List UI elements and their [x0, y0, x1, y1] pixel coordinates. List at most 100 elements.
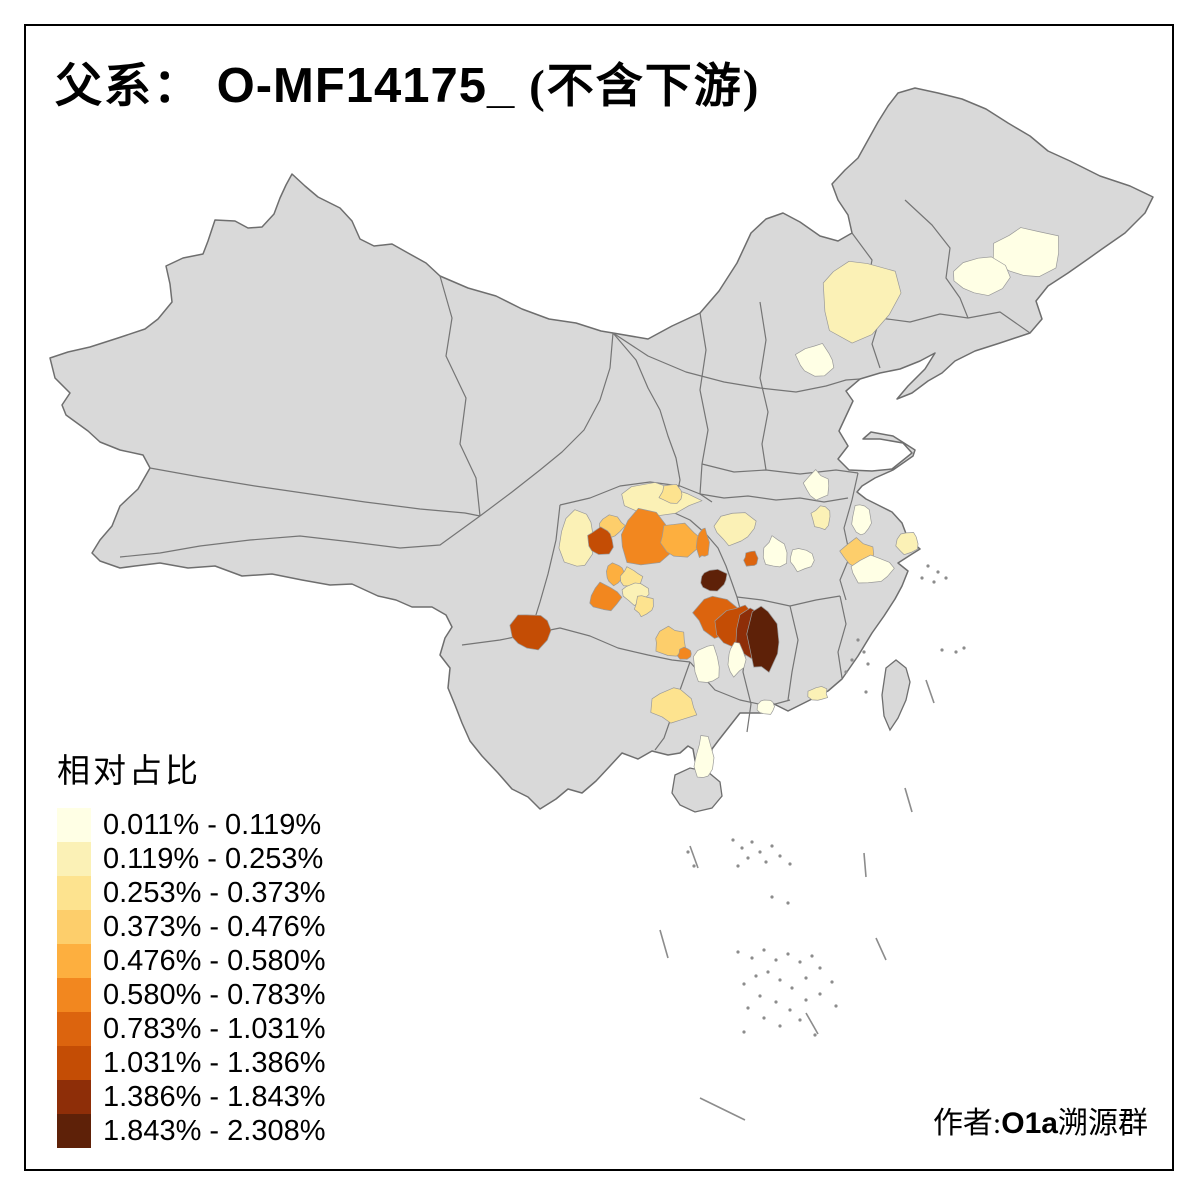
map-region-liangshan	[589, 581, 623, 612]
island-dot-41	[813, 1033, 817, 1037]
map-region-huaihua-darkest	[746, 605, 780, 673]
island-dot-19	[786, 952, 790, 956]
sea-boundary-dash-4	[689, 845, 699, 869]
island-dot-15	[736, 950, 740, 954]
map-region-hubei-w-orange	[695, 527, 710, 558]
island-dot-24	[754, 974, 758, 978]
legend-row-7: 0.783% - 1.031%	[57, 1012, 325, 1046]
legend-swatch-2	[57, 842, 91, 876]
map-region-sichuan-c5	[606, 562, 625, 587]
island-dot-10	[736, 864, 740, 868]
island-dot-46	[944, 576, 948, 580]
island-dot-23	[778, 978, 782, 982]
legend-swatch-6	[57, 978, 91, 1012]
map-region-leizhou	[693, 735, 715, 778]
island-dot-55	[962, 646, 966, 650]
legend: 相对占比 0.011% - 0.119% 0.119% - 0.253% 0.253…	[57, 744, 325, 1148]
legend-row-9: 1.386% - 1.843%	[57, 1080, 325, 1114]
island-dot-47	[856, 638, 860, 642]
legend-swatch-1	[57, 808, 91, 842]
map-region-anhui-s	[850, 554, 895, 584]
province-border-14	[787, 605, 799, 701]
map-region-hunan-s-pale1	[693, 644, 720, 683]
legend-label-7: 0.783% - 1.031%	[103, 1013, 326, 1045]
sea-boundary-dash-3	[875, 937, 887, 961]
credit-latin: O1a	[1001, 1107, 1058, 1140]
legend-row-1: 0.011% - 0.119%	[57, 808, 325, 842]
credit-prefix: 作者:	[932, 1107, 1002, 1140]
map-region-sichuan-w-red	[587, 526, 614, 555]
map-region-guangdong-e	[807, 686, 829, 701]
title-suffix: (不含下游)	[515, 61, 761, 113]
map-region-hubei-nw	[713, 512, 757, 547]
sea-boundary-dash-8	[904, 787, 913, 813]
sea-boundary-dash-6	[699, 1097, 746, 1121]
island-dot-52	[864, 690, 868, 694]
plot-frame	[24, 24, 1174, 1171]
island-dot-8	[770, 844, 774, 848]
map-region-enshi-darkest	[700, 568, 728, 592]
map-region-yunnan-w	[509, 614, 552, 651]
island-dot-44	[920, 576, 924, 580]
island-dot-53	[940, 648, 944, 652]
province-border-22	[612, 332, 861, 393]
legend-label-5: 0.476% - 0.580%	[103, 945, 326, 977]
map-region-beijing-nw	[795, 343, 835, 377]
province-border-15	[699, 493, 849, 503]
island-dot-30	[758, 994, 762, 998]
sea-islands	[659, 564, 966, 1121]
province-borders	[119, 199, 1031, 751]
island-dot-25	[742, 982, 746, 986]
province-border-2	[439, 275, 481, 517]
legend-row-5: 0.476% - 0.580%	[57, 944, 325, 978]
island-dot-42	[926, 564, 930, 568]
legend-title: 相对占比	[57, 754, 201, 790]
island-dot-31	[774, 1000, 778, 1004]
map-region-anhui-n	[851, 504, 872, 536]
map-region-heilongjiang-a	[992, 227, 1059, 278]
map-region-guangdong-c	[756, 699, 775, 715]
legend-row-3: 0.253% - 0.373%	[57, 876, 325, 910]
island-dot-21	[810, 954, 814, 958]
author-credit: 作者:O1a溯源群	[933, 1098, 1148, 1142]
island-dot-37	[762, 1016, 766, 1020]
legend-swatch-9	[57, 1080, 91, 1114]
map-region-hubei-c-pale	[790, 548, 815, 573]
island-dot-35	[818, 992, 822, 996]
island-dot-12	[692, 864, 696, 868]
map-region-sichuan-ne	[660, 522, 702, 558]
map-region-hunan-s-pale2	[727, 641, 747, 678]
legend-row-8: 1.031% - 1.386%	[57, 1046, 325, 1080]
island-dot-13	[770, 895, 774, 899]
island-dot-6	[764, 860, 768, 864]
sea-boundary-dash-7	[659, 929, 669, 959]
legend-swatch-3	[57, 876, 91, 910]
island-dot-3	[750, 840, 754, 844]
legend-label-9: 1.386% - 1.843%	[103, 1081, 326, 1113]
island-dot-48	[862, 650, 866, 654]
title-prefix: 父系：	[55, 61, 202, 113]
legend-row-10: 1.843% - 2.308%	[57, 1114, 325, 1148]
legend-label-1: 0.011% - 0.119%	[103, 809, 322, 841]
map-region-guizhou-c6	[677, 646, 692, 660]
island-dot-20	[798, 960, 802, 964]
island-dot-5	[746, 856, 750, 860]
legend-label-6: 0.580% - 0.783%	[103, 979, 326, 1011]
province-border-24	[529, 504, 561, 635]
legend-swatch-10	[57, 1114, 91, 1148]
legend-row-6: 0.580% - 0.783%	[57, 978, 325, 1012]
province-border-18	[701, 463, 859, 475]
legend-label-8: 1.031% - 1.386%	[103, 1047, 326, 1079]
island-dot-49	[850, 658, 854, 662]
legend-swatch-7	[57, 1012, 91, 1046]
island-dot-29	[830, 980, 834, 984]
island-dot-28	[818, 966, 822, 970]
map-region-sichuan-s3	[634, 595, 654, 618]
title-haplogroup: O-MF14175_	[202, 59, 516, 113]
legend-swatch-4	[57, 910, 91, 944]
island-dot-17	[762, 948, 766, 952]
legend-label-3: 0.253% - 0.373%	[103, 877, 326, 909]
island-dot-54	[954, 650, 958, 654]
